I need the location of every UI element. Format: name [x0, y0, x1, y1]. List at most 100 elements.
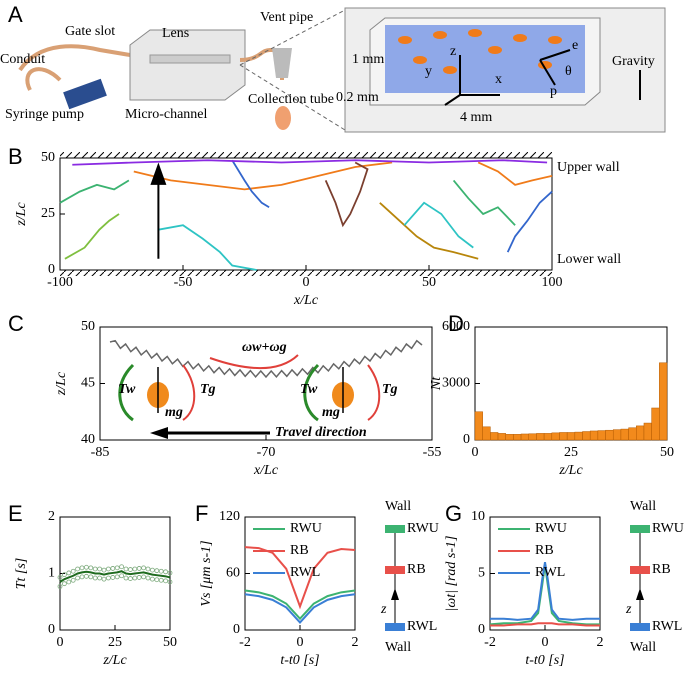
bar [651, 407, 660, 441]
panel-letter: B [8, 144, 23, 169]
error-marker [88, 574, 94, 580]
y-tick-label: 10 [471, 509, 485, 524]
bar [497, 433, 506, 441]
panel-letter: F [195, 501, 208, 526]
curl-arrow [209, 354, 299, 370]
series-line [477, 161, 553, 186]
label: x [495, 72, 502, 87]
error-marker [101, 576, 107, 582]
error-marker [158, 568, 164, 574]
annotation: ωw+ωg [242, 340, 287, 355]
error-marker [110, 575, 116, 580]
error-marker [106, 566, 111, 572]
y-tick-label: 25 [41, 206, 55, 221]
series-line [490, 622, 600, 627]
error-marker [141, 574, 147, 580]
side-label: z [380, 602, 387, 617]
zoom-line [239, 9, 346, 131]
collection-tube [275, 106, 291, 130]
side-marker [630, 623, 650, 631]
error-marker [84, 573, 89, 579]
side-label: RWU [652, 521, 684, 536]
arrow-head [150, 162, 167, 185]
annotation: mg [165, 405, 183, 420]
label: Micro-channel [125, 107, 208, 122]
x-tick-label: -50 [174, 275, 193, 290]
bar [582, 431, 591, 441]
error-marker [70, 577, 76, 583]
particles [398, 29, 562, 74]
bar [605, 429, 614, 441]
error-marker [154, 568, 160, 574]
torque-arrow [367, 364, 381, 421]
legend-label: RWU [535, 521, 567, 536]
error-marker [127, 576, 133, 581]
x-axis-label: t-t0 [s] [280, 653, 319, 668]
y-tick-label: 3000 [442, 376, 470, 391]
error-marker [132, 575, 138, 581]
legend-label: RWU [290, 521, 322, 536]
wall [60, 270, 552, 276]
x-tick-label: 50 [422, 275, 436, 290]
x-tick-label: 100 [542, 275, 563, 290]
label: 0.2 mm [336, 90, 379, 105]
error-marker [79, 565, 85, 571]
error-marker [92, 575, 98, 581]
x-tick-label: 2 [352, 635, 359, 650]
bar [513, 434, 522, 441]
label: Gate slot [65, 24, 115, 39]
side-label: RWU [407, 521, 439, 536]
error-marker [149, 567, 155, 573]
annotation: Tg [200, 382, 216, 397]
error-marker [57, 575, 63, 580]
y-tick-label: 0 [478, 622, 485, 637]
x-tick-label: -2 [484, 635, 496, 650]
side-marker [630, 566, 650, 574]
axes-arrows [444, 49, 571, 106]
x-tick-label: -100 [47, 275, 73, 290]
y-tick-label: 45 [81, 376, 95, 391]
error-marker [75, 575, 80, 581]
error-marker [70, 568, 76, 574]
x-tick-label: 25 [564, 445, 578, 460]
plot-frame [474, 326, 668, 441]
series-line [133, 161, 393, 191]
error-marker [106, 575, 111, 581]
conduit [25, 67, 62, 91]
label: z [450, 44, 456, 59]
error-marker [75, 566, 80, 572]
y-tick-label: 50 [41, 150, 55, 165]
error-marker [66, 579, 72, 585]
legend-label: RWL [290, 565, 320, 580]
x-axis-label: x/Lc [253, 463, 279, 478]
x-tick-label: -2 [239, 635, 251, 650]
label: Syringe pump [5, 107, 84, 122]
side-label: RWL [407, 619, 437, 634]
series-line [452, 179, 516, 226]
bar [589, 430, 599, 441]
label: Lens [162, 26, 189, 41]
y-tick-label: 0 [48, 622, 55, 637]
bar [505, 434, 514, 441]
error-marker [149, 576, 155, 582]
error-marker [88, 565, 94, 571]
error-marker [97, 575, 102, 581]
series-line [506, 190, 553, 253]
x-tick-label: 0 [472, 445, 479, 460]
bar [536, 433, 545, 441]
syringe-pump [63, 78, 107, 110]
error-marker [110, 566, 116, 571]
wall-profile [109, 339, 423, 379]
series-line [59, 179, 130, 204]
x-axis-label: z/Lc [558, 463, 583, 478]
x-tick-label: -55 [423, 445, 442, 460]
annotation: Upper wall [557, 160, 620, 175]
bar [543, 433, 553, 441]
bar [659, 362, 668, 441]
torque-arrow [303, 363, 320, 422]
y-tick-label: 5 [478, 566, 485, 581]
side-label: Wall [630, 499, 656, 514]
series-line [403, 201, 474, 249]
annotation: Tg [382, 382, 398, 397]
